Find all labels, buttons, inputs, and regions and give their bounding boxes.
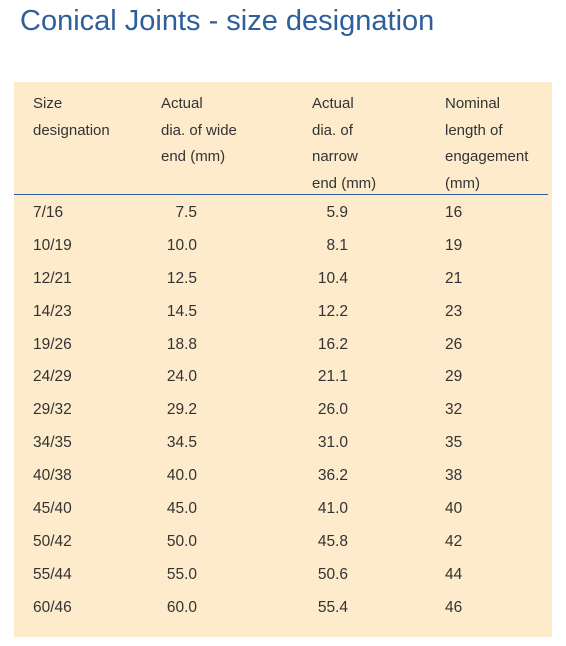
narrow-diameter-cell: 12.2 [317,302,348,320]
wide-diameter-cell: 24.0 [166,368,197,386]
wide-diameter-cell: 55.0 [166,565,197,583]
length-cell: 38 [445,467,463,485]
size-cell: 24/29 [33,368,72,386]
size-cell: 45/40 [33,500,72,518]
table-row: 50/42 50.0 45.8 42 [14,527,552,560]
table-row: 10/19 10.0 8.1 19 [14,231,552,264]
length-cell: 46 [445,598,463,616]
size-cell: 7/16 [33,204,64,221]
size-cell: 12/21 [33,269,72,287]
length-cell: 42 [445,532,463,550]
wide-diameter-cell: 60.0 [166,598,197,616]
length-cell: 44 [445,565,463,583]
header-line: engagement [445,148,529,165]
length-cell: 21 [445,269,463,287]
header-narrow-end-diameter: Actual dia. of narrow end (mm) [312,91,376,197]
table-row: 34/35 34.5 31.0 35 [14,428,552,461]
table-row: 40/38 40.0 36.2 38 [14,461,552,494]
narrow-diameter-cell: 26.0 [317,401,348,419]
header-line: end (mm) [312,174,377,192]
page-title: Conical Joints - size designation [20,5,435,37]
length-cell: 19 [445,236,463,254]
header-line: Size [33,95,63,112]
length-cell: 40 [445,500,463,518]
size-cell: 60/46 [33,598,72,616]
size-cell: 19/26 [33,335,72,353]
wide-diameter-cell: 45.0 [166,500,197,518]
table-row: 55/44 55.0 50.6 44 [14,560,552,593]
narrow-diameter-cell: 36.2 [317,467,348,485]
wide-diameter-cell: 29.2 [166,401,197,419]
length-cell: 26 [445,335,463,353]
narrow-diameter-cell: 21.1 [317,368,348,386]
wide-diameter-cell: 50.0 [166,532,197,550]
narrow-diameter-cell: 8.1 [326,236,348,254]
table-row: 60/46 60.0 55.4 46 [14,593,552,626]
narrow-diameter-cell: 41.0 [317,500,348,518]
table-row: 7/16 7.5 5.9 16 [14,198,552,231]
wide-diameter-cell: 14.5 [166,302,197,320]
size-cell: 50/42 [33,532,72,550]
wide-diameter-cell: 10.0 [166,236,197,254]
header-size-designation: Size designation [33,91,110,144]
narrow-diameter-cell: 10.4 [317,269,348,287]
table-body: 7/16 7.5 5.9 16 10/19 10.0 8.1 19 12/21 … [14,198,552,626]
narrow-diameter-cell: 55.4 [317,598,348,616]
header-engagement-length: Nominal length of engagement (mm) [445,91,528,197]
header-line: Nominal [445,95,501,112]
size-cell: 10/19 [33,236,72,254]
length-cell: 23 [445,302,463,320]
header-line: Actual [312,95,354,112]
size-cell: 55/44 [33,565,72,583]
length-cell: 35 [445,434,463,452]
length-cell: 32 [445,401,463,419]
header-line: (mm) [445,174,480,192]
length-cell: 16 [445,204,463,221]
narrow-diameter-cell: 31.0 [317,434,348,452]
narrow-diameter-cell: 45.8 [317,532,348,550]
size-cell: 40/38 [33,467,72,485]
table-row: 24/29 24.0 21.1 29 [14,362,552,395]
wide-diameter-cell: 18.8 [166,335,197,353]
header-wide-end-diameter: Actual dia. of wide end (mm) [161,91,237,171]
length-cell: 29 [445,368,463,386]
header-line: dia. of [312,121,353,139]
size-cell: 29/32 [33,401,72,419]
table-row: 29/32 29.2 26.0 32 [14,395,552,428]
size-cell: 14/23 [33,302,72,320]
header-line: length of [445,121,503,139]
narrow-diameter-cell: 50.6 [317,565,348,583]
narrow-diameter-cell: 16.2 [317,335,348,353]
header-line: designation [33,121,110,139]
narrow-diameter-cell: 5.9 [326,204,348,221]
wide-diameter-cell: 7.5 [175,204,197,221]
header-line: dia. of wide [161,121,237,139]
wide-diameter-cell: 12.5 [166,269,197,287]
table-row: 12/21 12.5 10.4 21 [14,264,552,297]
header-line: narrow [312,148,358,165]
wide-diameter-cell: 40.0 [166,467,197,485]
wide-diameter-cell: 34.5 [166,434,197,452]
size-table: Size designation Actual dia. of wide end… [14,82,552,637]
table-row: 14/23 14.5 12.2 23 [14,297,552,330]
header-line: Actual [161,95,203,112]
header-line: end (mm) [161,148,226,165]
header-divider [14,194,548,195]
table-row: 19/26 18.8 16.2 26 [14,330,552,363]
size-cell: 34/35 [33,434,72,452]
table-row: 45/40 45.0 41.0 40 [14,494,552,527]
